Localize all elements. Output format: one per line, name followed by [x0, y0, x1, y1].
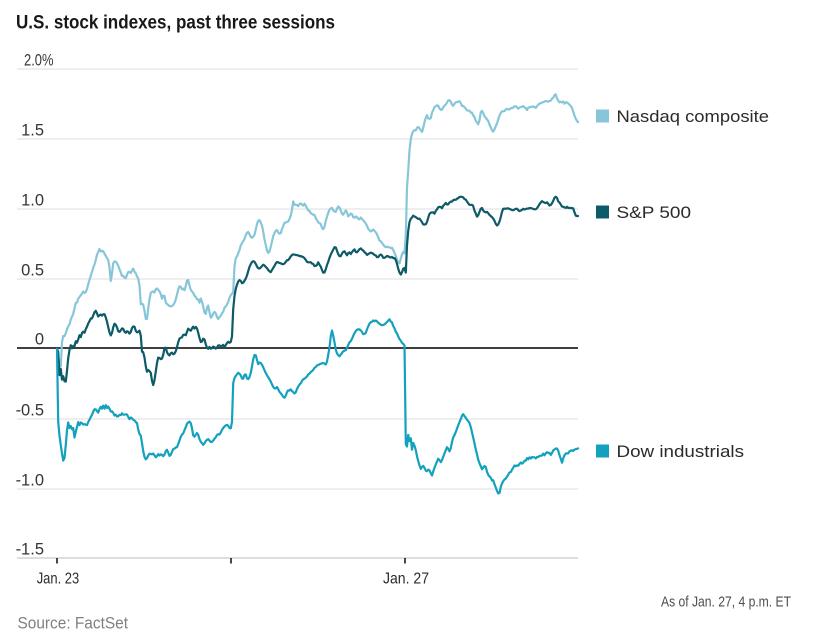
- svg-text:Jan. 27: Jan. 27: [383, 571, 429, 588]
- svg-text:-1.5: -1.5: [16, 541, 44, 559]
- svg-text:0: 0: [35, 331, 44, 349]
- svg-text:Jan. 23: Jan. 23: [37, 571, 80, 588]
- svg-text:Nasdaq composite: Nasdaq composite: [617, 108, 770, 126]
- svg-text:As of Jan. 27, 4 p.m. ET: As of Jan. 27, 4 p.m. ET: [661, 594, 791, 611]
- svg-text:S&P 500: S&P 500: [617, 204, 692, 222]
- svg-text:U.S. stock indexes, past three: U.S. stock indexes, past three sessions: [16, 12, 335, 34]
- svg-text:1.5: 1.5: [21, 122, 44, 140]
- svg-text:Source: FactSet: Source: FactSet: [18, 614, 129, 633]
- svg-text:2.0%: 2.0%: [24, 52, 54, 70]
- svg-text:0.5: 0.5: [21, 262, 44, 280]
- svg-text:1.0: 1.0: [21, 192, 44, 210]
- svg-text:-1.0: -1.0: [16, 472, 44, 490]
- svg-text:Dow industrials: Dow industrials: [617, 443, 745, 461]
- svg-text:-0.5: -0.5: [16, 402, 44, 420]
